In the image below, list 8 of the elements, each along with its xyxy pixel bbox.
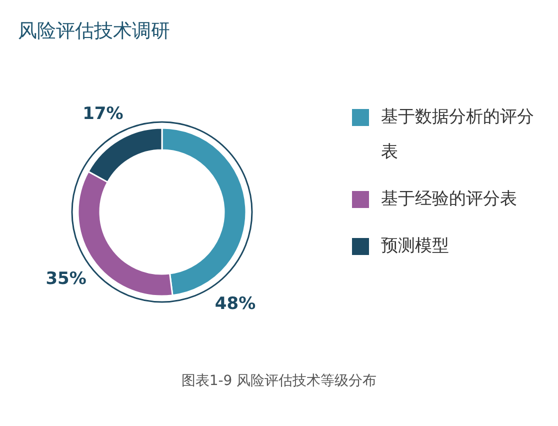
text: 图表1-9 风险评估技术等级分布 bbox=[180, 372, 378, 390]
legend-label: 基于数据分析的评分表 bbox=[381, 106, 535, 164]
data-label: 35% bbox=[46, 269, 86, 290]
legend-label: 基于经验的评分表 bbox=[381, 188, 517, 211]
data-label: 17% bbox=[82, 104, 124, 124]
data-label: 48% bbox=[214, 294, 256, 314]
chart-title: 风险评估技术调研 bbox=[18, 19, 170, 44]
legend-label: 预测模型 bbox=[381, 235, 449, 258]
